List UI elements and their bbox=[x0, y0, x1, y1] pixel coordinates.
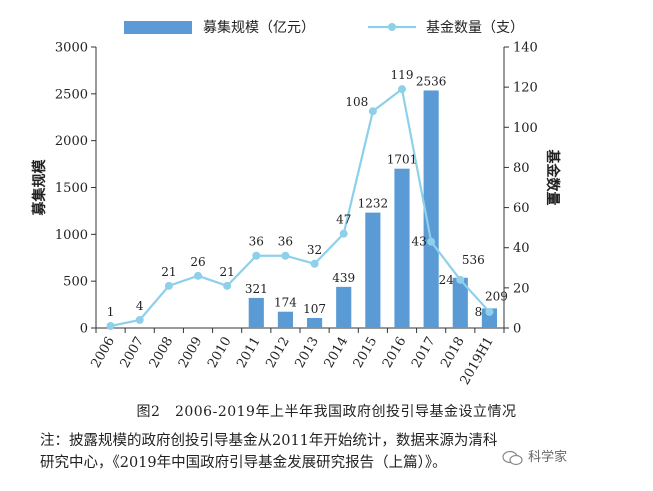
x-axis-tick-label: 2008 bbox=[147, 335, 177, 371]
right-axis-tick-label: 40 bbox=[513, 241, 530, 256]
line-data-label: 43 bbox=[412, 235, 427, 249]
right-axis-tick-label: 60 bbox=[513, 201, 530, 216]
line-data-label: 8 bbox=[475, 305, 483, 319]
x-axis-tick-label: 2016 bbox=[380, 335, 410, 371]
right-axis-label: 基金数量 bbox=[544, 150, 561, 206]
line-data-label: 32 bbox=[307, 243, 322, 257]
legend-line-label: 基金数量（支） bbox=[426, 19, 524, 36]
line-data-label: 21 bbox=[220, 265, 235, 279]
bar-data-label: 107 bbox=[303, 302, 326, 316]
right-axis-tick-label: 140 bbox=[513, 41, 538, 56]
bar bbox=[452, 277, 468, 328]
right-axis-tick-label: 120 bbox=[513, 81, 538, 96]
line-data-label: 47 bbox=[336, 213, 351, 227]
line-point bbox=[135, 315, 144, 324]
left-axis-tick-label: 0 bbox=[80, 322, 88, 337]
source-note-line-2: 研究中心，《2019年中国政府引导基金发展研究报告（上篇）》。 bbox=[40, 455, 447, 471]
right-axis-tick-label: 100 bbox=[513, 121, 538, 136]
bar-data-label: 174 bbox=[274, 296, 297, 310]
line-data-label: 36 bbox=[278, 235, 293, 249]
left-axis-tick-label: 2000 bbox=[55, 134, 88, 149]
x-axis-tick-label: 2013 bbox=[292, 335, 322, 371]
bar-data-label: 209 bbox=[485, 289, 508, 303]
line-point bbox=[339, 229, 348, 238]
line-point bbox=[164, 281, 173, 290]
line-point bbox=[223, 281, 232, 290]
bar-data-label: 536 bbox=[462, 253, 485, 267]
legend-bar-swatch bbox=[124, 21, 192, 34]
line-point bbox=[427, 237, 436, 246]
bar-data-label: 1232 bbox=[358, 197, 389, 211]
left-axis-tick-label: 1500 bbox=[55, 181, 88, 196]
line-data-label: 24 bbox=[439, 273, 455, 287]
line-point bbox=[310, 259, 319, 268]
bar-data-label: 439 bbox=[332, 271, 355, 285]
line-data-label: 36 bbox=[249, 235, 264, 249]
source-note: 注：披露规模的政府创投引导基金从2011年开始统计，数据来源为清科 研究中心，《… bbox=[40, 430, 640, 474]
chart: 0500100015002000250030000204060801001201… bbox=[31, 19, 561, 388]
bar-data-label: 1701 bbox=[387, 153, 418, 167]
bar bbox=[248, 297, 264, 328]
line-point bbox=[106, 321, 115, 330]
watermark-text: 科学家 bbox=[528, 450, 568, 465]
x-axis-tick-label: 2007 bbox=[118, 335, 148, 371]
left-axis-tick-label: 500 bbox=[63, 275, 88, 290]
left-axis-tick-label: 3000 bbox=[55, 41, 88, 56]
legend-bar-label: 募集规模（亿元） bbox=[203, 19, 315, 36]
x-axis-tick-label: 2014 bbox=[322, 335, 352, 371]
bar-data-label: 2536 bbox=[416, 74, 447, 88]
x-axis-tick-label: 2006 bbox=[88, 335, 118, 371]
x-axis-tick-label: 2011 bbox=[234, 335, 264, 371]
x-axis-tick-label: 2010 bbox=[205, 335, 235, 371]
line-point bbox=[252, 251, 261, 260]
line-data-label: 119 bbox=[391, 68, 414, 82]
line-point bbox=[368, 107, 377, 116]
line-data-label: 21 bbox=[161, 265, 176, 279]
line-data-label: 4 bbox=[136, 299, 144, 313]
right-axis-tick-label: 20 bbox=[513, 281, 530, 296]
bar bbox=[394, 168, 410, 328]
line-series bbox=[110, 87, 491, 328]
line-point bbox=[398, 85, 406, 94]
legend-line-marker bbox=[388, 23, 396, 31]
line-point bbox=[281, 251, 290, 260]
line-point bbox=[485, 307, 494, 316]
x-axis-tick-label: 2018 bbox=[438, 335, 468, 371]
x-axis-tick-label: 2009 bbox=[176, 335, 206, 371]
x-axis-tick-label: 2015 bbox=[351, 335, 381, 371]
line-point bbox=[194, 271, 202, 280]
bar bbox=[306, 317, 323, 328]
wechat-icon bbox=[502, 450, 523, 465]
bar bbox=[336, 286, 352, 328]
source-note-line-1: 注：披露规模的政府创投引导基金从2011年开始统计，数据来源为清科 bbox=[40, 433, 498, 449]
line-data-label: 1 bbox=[107, 305, 115, 319]
x-axis-tick-label: 2017 bbox=[409, 335, 439, 371]
left-axis-tick-label: 1000 bbox=[55, 228, 88, 243]
left-axis-tick-label: 2500 bbox=[55, 87, 88, 102]
line-data-label: 108 bbox=[345, 95, 368, 109]
line-point bbox=[456, 275, 465, 284]
right-axis-tick-label: 0 bbox=[513, 322, 521, 337]
right-axis-tick-label: 80 bbox=[513, 161, 530, 176]
bar bbox=[277, 311, 294, 328]
bar bbox=[423, 90, 439, 328]
left-axis-label: 募集规模 bbox=[31, 159, 48, 217]
figure-caption: 图2 2006-2019年上半年我国政府创投引导基金设立情况 bbox=[136, 404, 517, 420]
bar bbox=[481, 308, 498, 328]
x-axis-tick-label: 2012 bbox=[263, 335, 293, 371]
bar bbox=[365, 212, 381, 328]
watermark: 科学家 bbox=[502, 446, 567, 466]
line-data-label: 26 bbox=[190, 255, 205, 269]
bar-data-label: 321 bbox=[245, 282, 268, 296]
